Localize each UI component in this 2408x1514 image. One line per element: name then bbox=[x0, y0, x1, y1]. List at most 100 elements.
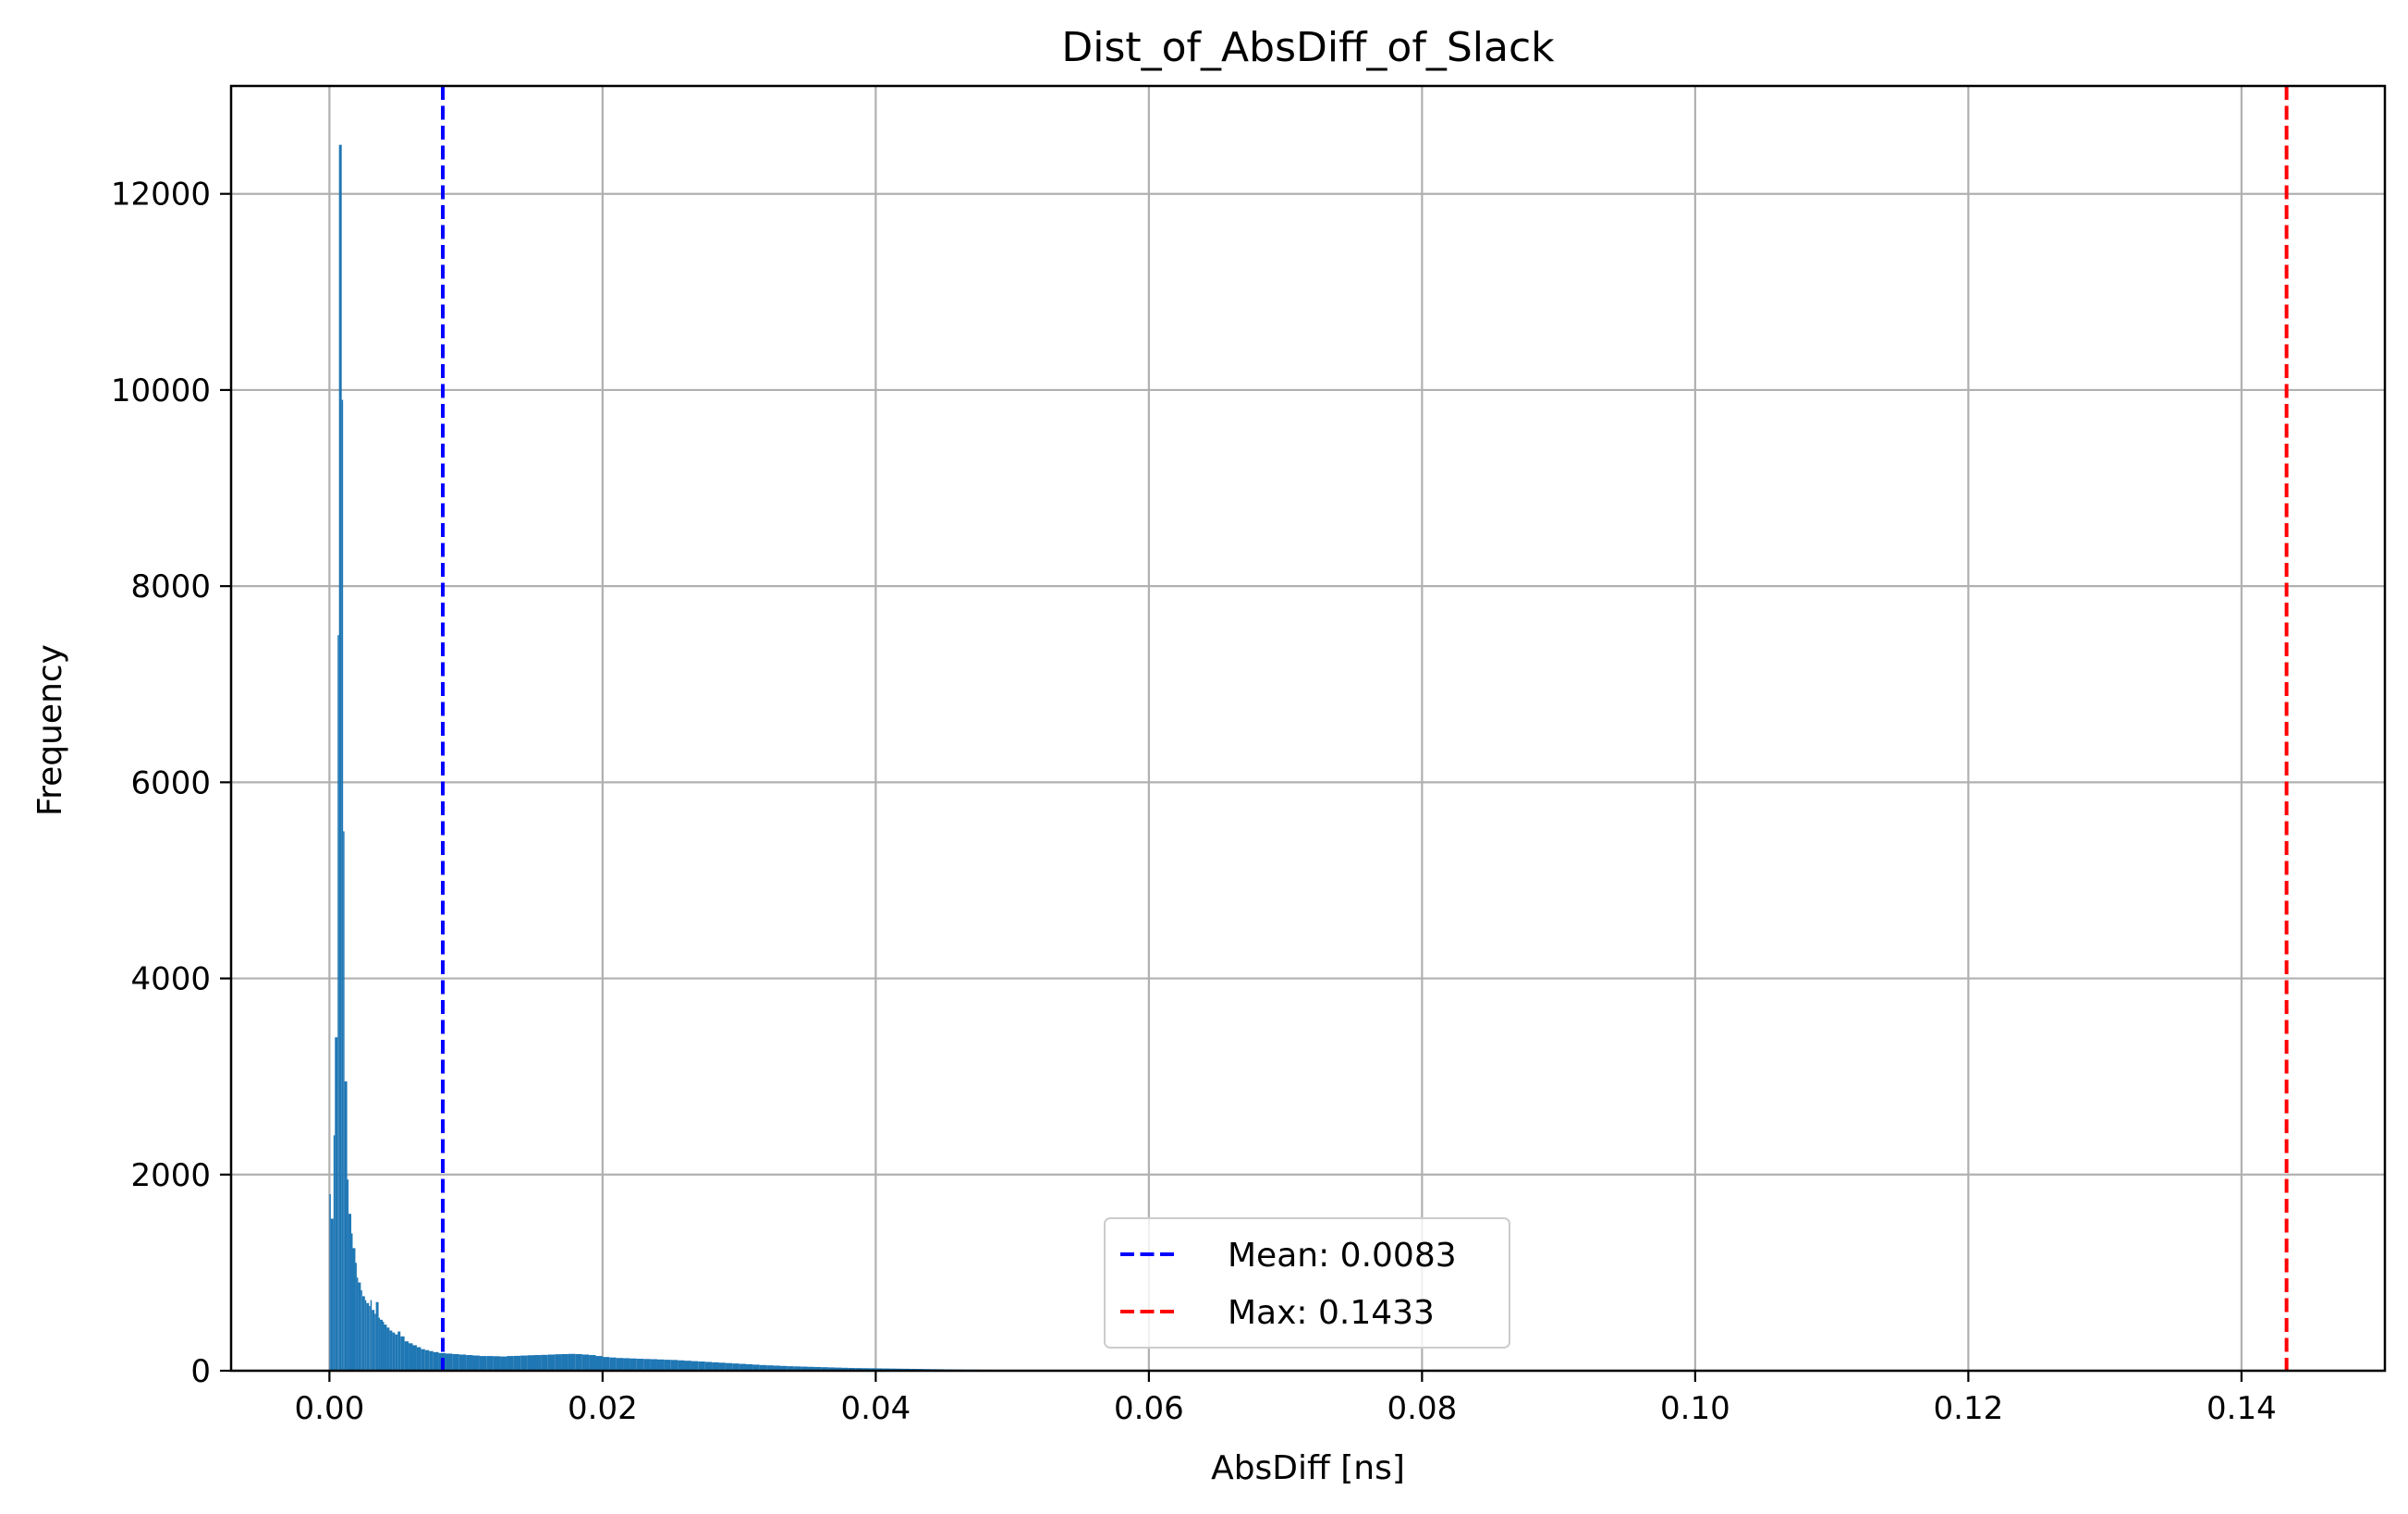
histogram-bar bbox=[452, 1353, 459, 1371]
histogram-bar bbox=[429, 1350, 434, 1371]
histogram-bar bbox=[466, 1355, 473, 1371]
x-tick-label: 0.12 bbox=[1934, 1390, 2004, 1427]
histogram-bar bbox=[609, 1357, 617, 1371]
histogram-bar bbox=[389, 1330, 393, 1371]
histogram-bar bbox=[623, 1358, 630, 1371]
x-tick-label: 0.10 bbox=[1660, 1390, 1730, 1427]
y-tick-label: 2000 bbox=[130, 1157, 211, 1194]
histogram-bar bbox=[752, 1364, 760, 1371]
histogram-bar bbox=[827, 1367, 836, 1371]
histogram-bar bbox=[766, 1365, 774, 1371]
reference-lines bbox=[441, 86, 2289, 1371]
histogram-bar bbox=[386, 1327, 390, 1371]
histogram-bar bbox=[361, 1296, 365, 1371]
histogram-bar bbox=[479, 1356, 487, 1371]
x-tick-label: 0.14 bbox=[2206, 1390, 2277, 1427]
histogram-bar bbox=[712, 1361, 719, 1371]
histogram-bar bbox=[527, 1355, 535, 1371]
histogram-bar bbox=[513, 1355, 521, 1371]
legend-frame bbox=[1104, 1217, 1510, 1349]
histogram-bar bbox=[848, 1368, 856, 1371]
histogram-bar bbox=[329, 1194, 331, 1371]
x-tick-label: 0.08 bbox=[1387, 1390, 1458, 1427]
histogram-bar bbox=[807, 1366, 814, 1371]
histogram-bar bbox=[746, 1363, 753, 1371]
histogram-bar bbox=[374, 1313, 376, 1371]
histogram-bar bbox=[650, 1359, 657, 1371]
histogram-bar bbox=[678, 1360, 685, 1371]
histogram-bar bbox=[400, 1336, 405, 1371]
histogram-bar bbox=[813, 1366, 822, 1371]
histogram-bar bbox=[555, 1354, 562, 1371]
y-tick-label: 4000 bbox=[130, 961, 211, 998]
histogram-bar bbox=[493, 1356, 501, 1371]
histogram-bar bbox=[486, 1356, 494, 1371]
histogram-bar bbox=[351, 1233, 353, 1371]
histogram-bar bbox=[875, 1368, 883, 1371]
histogram-bar bbox=[739, 1363, 747, 1371]
legend: Mean: 0.0083 Max: 0.1433 bbox=[1104, 1217, 1510, 1349]
histogram-bar bbox=[375, 1301, 379, 1371]
histogram-bar bbox=[445, 1353, 453, 1371]
histogram-bar bbox=[568, 1353, 576, 1371]
histogram-bar bbox=[380, 1319, 384, 1371]
histogram-bar bbox=[333, 1135, 336, 1371]
y-tick-label: 8000 bbox=[130, 568, 211, 605]
histogram-bar bbox=[841, 1367, 849, 1371]
histogram-bar bbox=[344, 1081, 348, 1371]
histogram-bar bbox=[575, 1353, 582, 1371]
histogram-bar bbox=[534, 1355, 542, 1371]
histogram-bar bbox=[759, 1364, 767, 1371]
histogram-bar bbox=[458, 1354, 467, 1371]
y-axis-ticks: 0 2000 4000 6000 8000 10000 12000 bbox=[111, 177, 231, 1390]
histogram-bar bbox=[779, 1365, 788, 1371]
histogram-bar bbox=[561, 1353, 568, 1371]
histogram-bar bbox=[352, 1248, 356, 1371]
histogram-bar bbox=[520, 1355, 528, 1371]
histogram-bar bbox=[773, 1365, 780, 1371]
histogram-bar bbox=[358, 1282, 361, 1371]
histogram-bar bbox=[343, 831, 345, 1371]
x-tick-label: 0.06 bbox=[1114, 1390, 1184, 1427]
histogram-bar bbox=[337, 635, 339, 1371]
histogram-bar bbox=[670, 1360, 678, 1371]
histogram-bar bbox=[412, 1345, 417, 1371]
x-tick-label: 0.00 bbox=[295, 1390, 365, 1427]
histogram-bar bbox=[835, 1367, 842, 1371]
histogram-bar bbox=[370, 1300, 373, 1371]
histogram-bar bbox=[684, 1361, 691, 1371]
histogram-bar bbox=[378, 1317, 381, 1371]
y-tick-label: 10000 bbox=[111, 372, 211, 409]
histogram-bar bbox=[383, 1321, 385, 1371]
histogram-bar bbox=[718, 1362, 726, 1371]
legend-label-mean: Mean: 0.0083 bbox=[1228, 1237, 1457, 1275]
y-axis-label: Frequency bbox=[31, 644, 69, 816]
histogram-bar bbox=[630, 1358, 637, 1371]
histogram-bar bbox=[787, 1366, 794, 1371]
histogram-bar bbox=[421, 1349, 425, 1371]
histogram-bar bbox=[372, 1310, 375, 1371]
histogram-bar bbox=[602, 1357, 610, 1371]
histogram-bar bbox=[868, 1368, 876, 1371]
histogram-bars bbox=[329, 144, 1561, 1372]
histogram-bar bbox=[855, 1368, 862, 1371]
histogram-bar bbox=[369, 1305, 371, 1371]
histogram-bar bbox=[581, 1354, 590, 1371]
histogram-bar bbox=[348, 1214, 352, 1371]
histogram-bar bbox=[691, 1361, 699, 1371]
y-tick-label: 6000 bbox=[130, 764, 211, 801]
histogram-bar bbox=[472, 1355, 480, 1371]
histogram-bar bbox=[330, 1218, 334, 1371]
x-tick-label: 0.02 bbox=[568, 1390, 638, 1427]
histogram-bar bbox=[433, 1351, 439, 1371]
histogram-bar bbox=[392, 1332, 396, 1371]
histogram-bar bbox=[397, 1331, 401, 1371]
histogram-bar bbox=[416, 1347, 422, 1371]
histogram-bar bbox=[338, 144, 342, 1372]
histogram-bar bbox=[595, 1356, 603, 1371]
histogram-bar bbox=[862, 1368, 869, 1371]
histogram-bar bbox=[698, 1361, 705, 1371]
legend-label-max: Max: 0.1433 bbox=[1228, 1294, 1435, 1332]
x-tick-label: 0.04 bbox=[841, 1390, 911, 1427]
